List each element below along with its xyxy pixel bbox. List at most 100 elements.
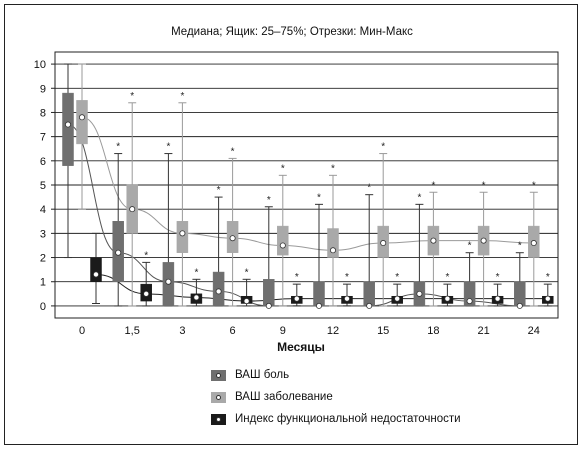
x-tick-label: 24 (528, 325, 540, 337)
outlier-star: * (295, 272, 299, 283)
legend-swatch-disease (211, 391, 226, 403)
box-series: * * * * * * * * * * * * * * * * * * * * * * * * * * * (62, 63, 554, 309)
legend: ВАШ боль ВАШ заболевание Индекс функцион… (211, 364, 461, 430)
median-marker (430, 237, 437, 244)
median-marker (380, 240, 387, 247)
y-tick-label: 2 (40, 253, 46, 265)
outlier-star: * (518, 241, 522, 252)
box (277, 225, 289, 256)
outlier-star: * (231, 146, 235, 157)
outlier-star: * (381, 142, 385, 153)
median-marker (315, 302, 322, 309)
median-marker (93, 271, 100, 278)
box (90, 257, 102, 282)
median-marker (79, 114, 86, 121)
median-marker (366, 302, 373, 309)
x-tick-label: 6 (230, 325, 236, 337)
outlier-star: * (116, 142, 120, 153)
y-tick-label: 0 (40, 301, 46, 313)
median-marker (179, 230, 186, 237)
median-marker (494, 295, 501, 302)
median-marker (329, 247, 336, 254)
x-tick-label: 21 (477, 325, 489, 337)
outlier-star: * (431, 180, 435, 191)
median-marker (129, 206, 136, 213)
legend-label-index: Индекс функциональной недостаточности (235, 413, 461, 425)
legend-item-pain: ВАШ боль (211, 364, 461, 386)
median-marker (530, 240, 537, 247)
outlier-star: * (367, 183, 371, 194)
x-tick-label: 1,5 (125, 325, 140, 337)
median-marker (143, 290, 150, 297)
box (176, 221, 189, 253)
outlier-star: * (245, 267, 249, 278)
box (62, 92, 74, 166)
outlier-star: * (445, 272, 449, 283)
outlier-star: * (130, 91, 134, 102)
x-axis-title: Месяцы (277, 340, 325, 354)
outlier-star: * (267, 195, 271, 206)
x-tick-label: 3 (179, 325, 185, 337)
x-tick-label: 18 (427, 325, 439, 337)
outlier-star: * (496, 272, 500, 283)
outlier-star: * (317, 192, 321, 203)
y-tick-label: 9 (40, 83, 46, 95)
box (263, 279, 275, 307)
y-tick-label: 1 (40, 277, 46, 289)
outlier-star: * (345, 272, 349, 283)
box (363, 281, 375, 307)
legend-item-disease: ВАШ заболевание (211, 386, 461, 408)
outlier-star: * (194, 267, 198, 278)
outlier-star: * (180, 91, 184, 102)
median-marker (193, 294, 200, 301)
median-marker (229, 235, 236, 242)
outlier-star: * (532, 180, 536, 191)
y-tick-label: 5 (40, 180, 46, 192)
x-tick-label: 9 (280, 325, 286, 337)
median-marker (416, 290, 423, 297)
legend-item-index: Индекс функциональной недостаточности (211, 408, 461, 430)
median-marker (516, 302, 523, 309)
median-marker (394, 295, 401, 302)
median-marker (279, 242, 286, 249)
legend-swatch-pain (211, 369, 226, 381)
outlier-star: * (482, 180, 486, 191)
x-tick-label: 0 (79, 325, 85, 337)
y-tick-label: 7 (40, 132, 46, 144)
outlier-star: * (417, 192, 421, 203)
y-tick-label: 4 (40, 204, 46, 216)
outlier-star: * (468, 241, 472, 252)
outlier-star: * (144, 250, 148, 261)
x-tick-label: 15 (377, 325, 389, 337)
median-marker (165, 278, 172, 285)
median-trend-1 (81, 116, 534, 251)
outlier-star: * (217, 185, 221, 196)
median-marker (265, 302, 272, 309)
median-marker (215, 288, 222, 295)
chart-frame (4, 4, 578, 445)
y-tick-label: 8 (40, 107, 46, 119)
box (514, 281, 526, 307)
median-marker (293, 295, 300, 302)
median-marker (480, 237, 487, 244)
y-tick-label: 3 (40, 228, 46, 240)
x-axis: 0 1,5 3 6 9 12 15 18 21 24 (79, 325, 540, 337)
outlier-star: * (331, 163, 335, 174)
median-marker (243, 298, 250, 305)
box (76, 100, 88, 145)
y-tick-label: 10 (34, 59, 46, 71)
median-marker (115, 249, 122, 256)
y-tick-label: 6 (40, 156, 46, 168)
chart-title: Медиана; Ящик: 25–75%; Отрезки: Мин-Макс (171, 26, 413, 38)
box (327, 228, 339, 258)
median-trend-lines (67, 116, 548, 307)
box (313, 281, 325, 307)
median-marker (65, 121, 72, 128)
median-marker (343, 295, 350, 302)
outlier-star: * (546, 272, 550, 283)
outlier-star: * (166, 142, 170, 153)
legend-label-pain: ВАШ боль (235, 369, 290, 381)
box (463, 281, 476, 307)
median-marker (466, 298, 473, 305)
